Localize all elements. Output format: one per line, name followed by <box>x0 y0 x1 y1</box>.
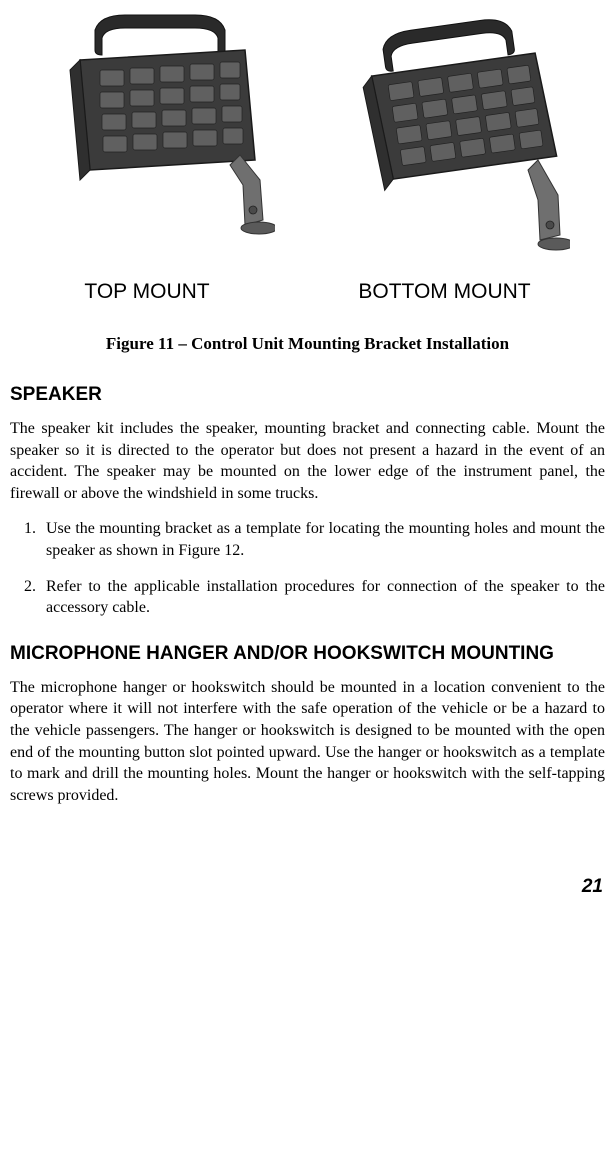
speaker-steps-list: Use the mounting bracket as a template f… <box>10 518 605 618</box>
bottom-mount-label: BOTTOM MOUNT <box>358 280 530 304</box>
figure-illustrations <box>10 10 605 260</box>
speaker-step-1: Use the mounting bracket as a template f… <box>40 518 605 561</box>
speaker-paragraph: The speaker kit includes the speaker, mo… <box>10 418 605 504</box>
figure-caption: Figure 11 – Control Unit Mounting Bracke… <box>10 334 605 354</box>
figure-labels-row: TOP MOUNT BOTTOM MOUNT <box>10 280 605 304</box>
mic-heading: MICROPHONE HANGER AND/OR HOOKSWITCH MOUN… <box>10 643 605 665</box>
speaker-heading: SPEAKER <box>10 384 605 406</box>
speaker-step-2: Refer to the applicable installation pro… <box>40 576 605 619</box>
mic-paragraph: The microphone hanger or hookswitch shou… <box>10 677 605 807</box>
top-mount-svg <box>45 10 275 260</box>
bottom-mount-device-illustration <box>340 10 570 260</box>
top-mount-device-illustration <box>45 10 275 260</box>
page-number: 21 <box>10 876 605 898</box>
top-mount-label: TOP MOUNT <box>84 280 209 304</box>
bottom-mount-svg <box>340 10 570 260</box>
